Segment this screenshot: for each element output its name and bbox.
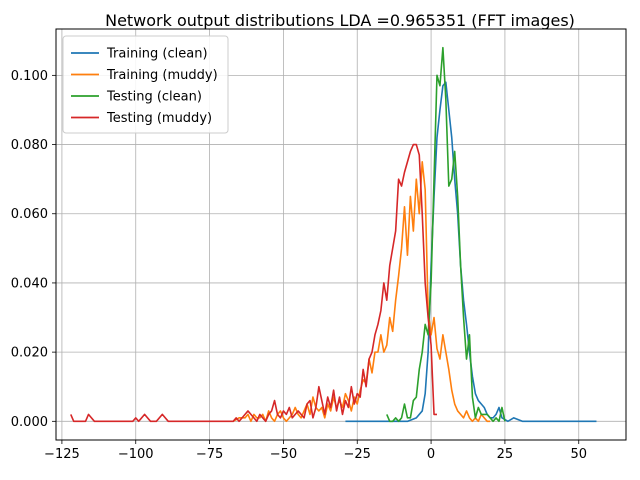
legend-label: Training (clean) [106,47,208,62]
legend-box [62,35,229,134]
x-tick-label: 0 [427,447,435,462]
axes: −125 −100 −75 −50 −25 0 25 50 0.000 0.020 0.040 0.0… [11,69,587,462]
y-tick-label: 0.020 [11,346,48,361]
legend: Training (clean) Training (muddy) Testing … [62,35,229,134]
x-tick-label: 25 [497,447,514,462]
chart-title: Network output distributions LDA =0.9653… [105,11,575,30]
series-layer [70,46,597,423]
series-line-4 [70,143,437,423]
x-tick-label: −100 [118,447,154,462]
legend-label: Training (muddy) [106,68,218,83]
y-tick-label: 0.100 [11,69,48,84]
x-tick-label: −25 [344,447,371,462]
legend-label: Testing (clean) [106,90,202,105]
y-tick-label: 0.040 [11,276,48,291]
x-tick-label: −75 [196,447,223,462]
series-line-3 [386,46,506,423]
y-tick-label: 0.000 [11,415,48,430]
x-tick-label: 50 [570,447,587,462]
plot-frame [55,28,627,441]
series-line-1 [345,81,597,423]
y-tick-label: 0.080 [11,138,48,153]
y-tick-label: 0.060 [11,207,48,222]
x-tick-label: −50 [270,447,297,462]
legend-label: Testing (muddy) [106,111,212,126]
x-tick-label: −125 [44,447,80,462]
